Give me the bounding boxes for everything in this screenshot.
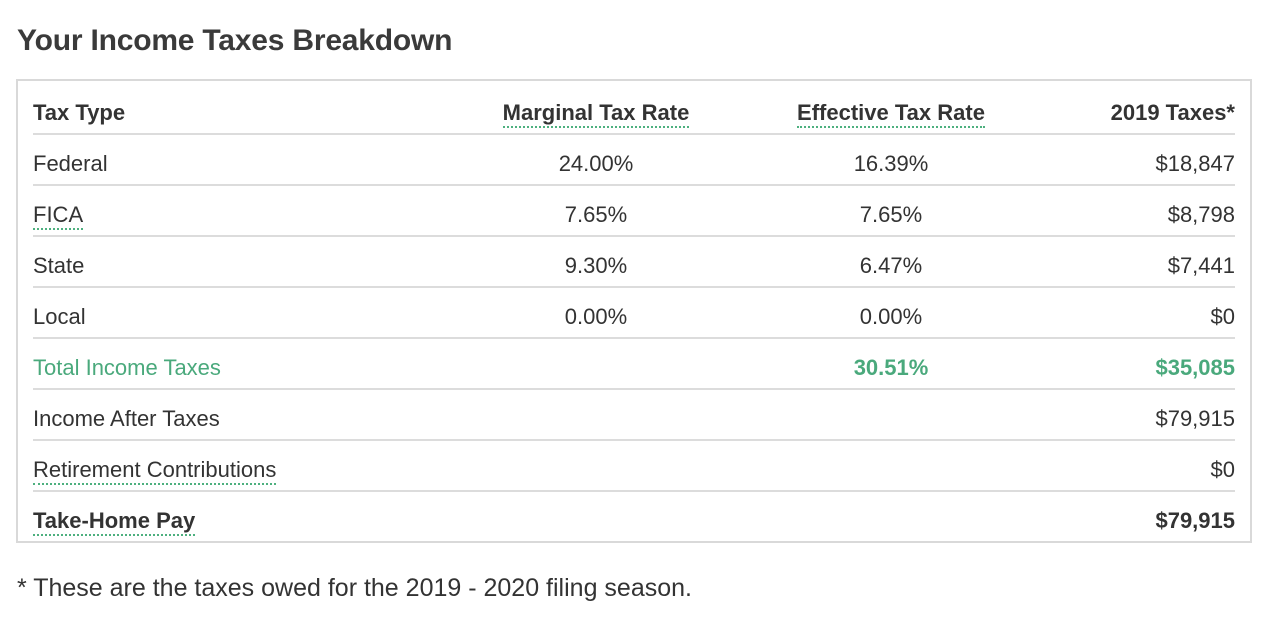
row-taxes-amount: $18,847 xyxy=(1155,151,1235,176)
row-label: Federal xyxy=(33,151,108,176)
row-marginal-rate xyxy=(483,339,709,388)
row-taxes-amount: $0 xyxy=(1210,457,1235,482)
row-taxes-amount: $79,915 xyxy=(1155,406,1235,431)
row-label: Income After Taxes xyxy=(33,406,220,431)
row-divider xyxy=(33,286,1235,288)
header-tax-type: Tax Type xyxy=(33,100,126,125)
marginal-tax-rate-tooltip-label[interactable]: Marginal Tax Rate xyxy=(502,100,690,128)
row-effective-rate: 0.00% xyxy=(859,304,923,329)
row-divider xyxy=(33,490,1235,492)
row-effective-rate xyxy=(778,492,1004,541)
table-row-local: Local 0.00% 0.00% $0 xyxy=(33,288,1235,339)
header-2019-taxes: 2019 Taxes* xyxy=(1110,100,1235,125)
table-row-retirement-contributions: Retirement Contributions $0 xyxy=(33,441,1235,492)
retirement-contributions-tooltip-label[interactable]: Retirement Contributions xyxy=(33,457,277,485)
row-label: State xyxy=(33,253,85,278)
table-row-income-after-taxes: Income After Taxes $79,915 xyxy=(33,390,1235,441)
tax-breakdown-table: Tax Type Marginal Tax Rate Effective Tax… xyxy=(16,79,1252,543)
row-marginal-rate: 9.30% xyxy=(564,253,628,278)
row-marginal-rate: 7.65% xyxy=(564,202,628,227)
row-effective-rate: 30.51% xyxy=(853,355,929,380)
row-taxes-amount: $79,915 xyxy=(1155,508,1235,533)
page-title: Your Income Taxes Breakdown xyxy=(17,24,453,57)
row-taxes-amount: $7,441 xyxy=(1167,253,1235,278)
row-label-container[interactable]: Take-Home Pay xyxy=(33,492,196,541)
row-marginal-rate xyxy=(483,390,709,439)
row-effective-rate: 7.65% xyxy=(859,202,923,227)
row-effective-rate xyxy=(778,390,1004,439)
row-taxes-amount: $35,085 xyxy=(1155,355,1235,380)
row-label-container[interactable]: Retirement Contributions xyxy=(33,441,277,490)
row-divider xyxy=(33,133,1235,135)
row-divider xyxy=(33,388,1235,390)
row-marginal-rate xyxy=(483,492,709,541)
table-row-fica: FICA 7.65% 7.65% $8,798 xyxy=(33,186,1235,237)
row-marginal-rate: 0.00% xyxy=(564,304,628,329)
row-marginal-rate: 24.00% xyxy=(558,151,634,176)
row-divider xyxy=(33,439,1235,441)
row-divider xyxy=(33,235,1235,237)
row-label: Local xyxy=(33,304,86,329)
row-divider xyxy=(33,184,1235,186)
table-header-row: Tax Type Marginal Tax Rate Effective Tax… xyxy=(33,84,1235,135)
header-marginal-tax-rate[interactable]: Marginal Tax Rate xyxy=(483,84,709,133)
row-label-container[interactable]: FICA xyxy=(33,186,84,235)
table-row-take-home-pay: Take-Home Pay $79,915 xyxy=(33,492,1235,543)
fica-tooltip-label[interactable]: FICA xyxy=(33,202,84,230)
row-taxes-amount: $8,798 xyxy=(1167,202,1235,227)
row-divider xyxy=(33,337,1235,339)
row-label: Total Income Taxes xyxy=(33,355,221,380)
row-effective-rate: 16.39% xyxy=(853,151,929,176)
table-row-total-income-taxes: Total Income Taxes 30.51% $35,085 xyxy=(33,339,1235,390)
header-effective-tax-rate[interactable]: Effective Tax Rate xyxy=(778,84,1004,133)
row-effective-rate: 6.47% xyxy=(859,253,923,278)
take-home-pay-tooltip-label[interactable]: Take-Home Pay xyxy=(33,508,196,536)
table-row-state: State 9.30% 6.47% $7,441 xyxy=(33,237,1235,288)
row-effective-rate xyxy=(778,441,1004,490)
effective-tax-rate-tooltip-label[interactable]: Effective Tax Rate xyxy=(797,100,985,128)
footnote: * These are the taxes owed for the 2019 … xyxy=(17,574,692,602)
row-marginal-rate xyxy=(483,441,709,490)
table-row-federal: Federal 24.00% 16.39% $18,847 xyxy=(33,135,1235,186)
row-taxes-amount: $0 xyxy=(1210,304,1235,329)
